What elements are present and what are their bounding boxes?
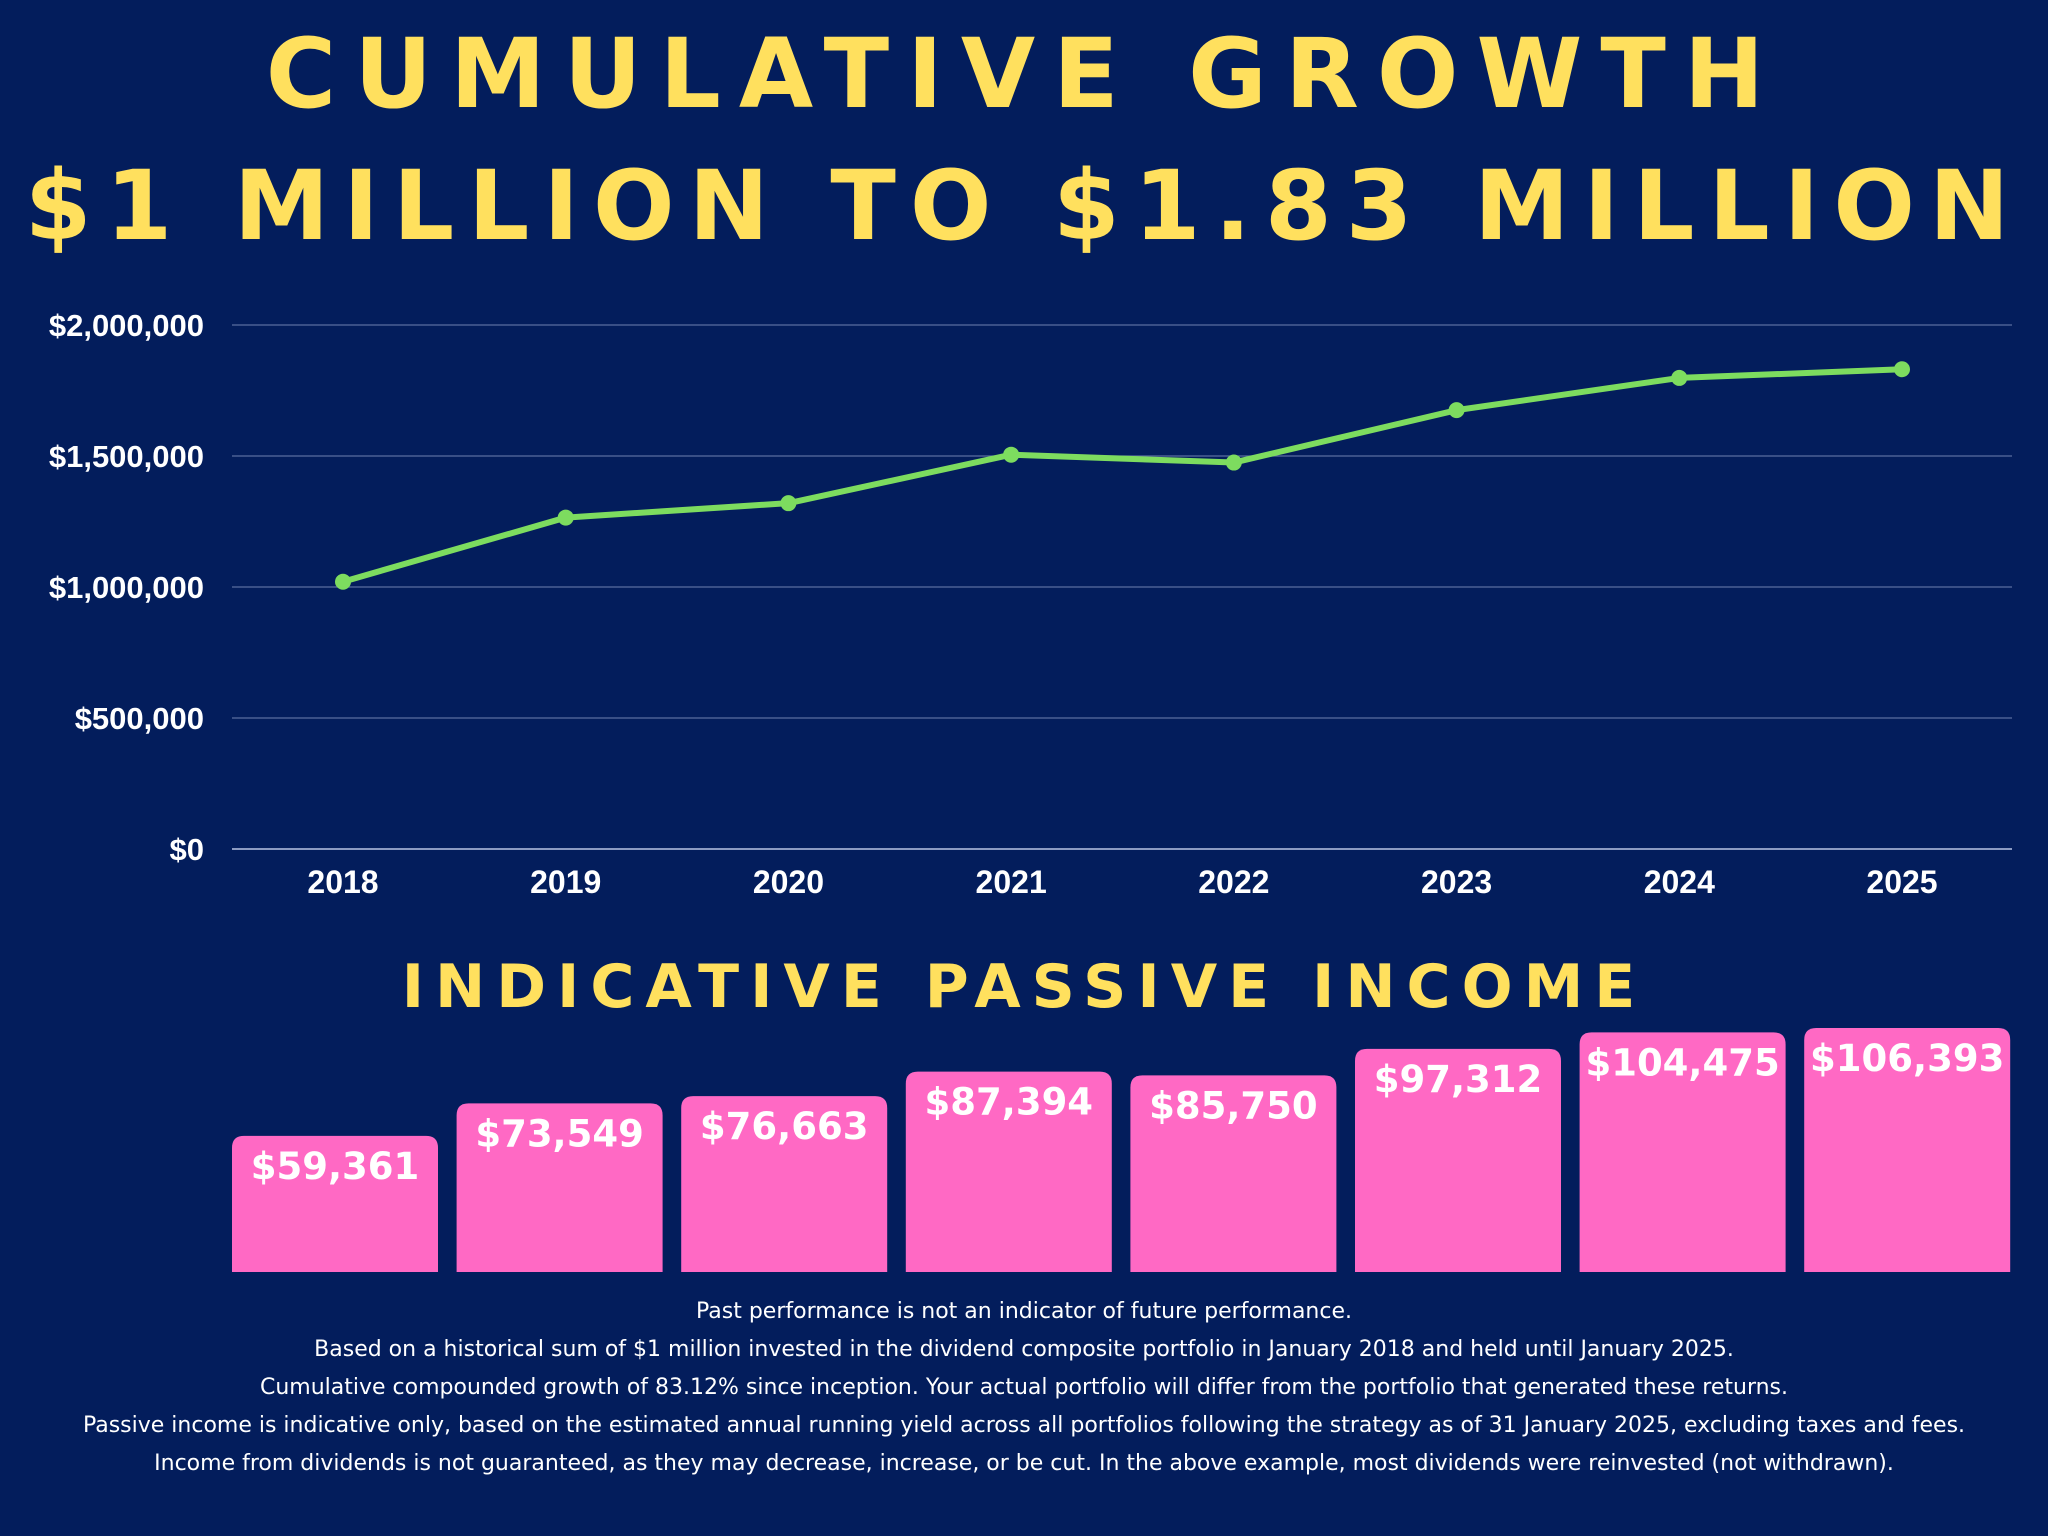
income-bar xyxy=(681,1096,888,1272)
chart-title-line-1: CUMULATIVE GROWTH xyxy=(265,18,1783,130)
data-point xyxy=(1003,446,1020,463)
income-bar xyxy=(1355,1048,1561,1272)
bar-value-label: $85,750 xyxy=(1149,1084,1318,1127)
x-tick-label: 2020 xyxy=(753,864,824,900)
x-tick-label: 2021 xyxy=(976,864,1047,900)
footnote-line: Income from dividends is not guaranteed,… xyxy=(154,1451,1894,1476)
income-bar xyxy=(1579,1032,1786,1272)
x-tick-label: 2018 xyxy=(307,864,378,900)
y-tick-label: $1,500,000 xyxy=(49,439,204,474)
income-bar xyxy=(1130,1075,1337,1272)
y-tick-label: $0 xyxy=(170,832,204,867)
bar-value-label: $97,312 xyxy=(1374,1058,1543,1101)
x-tick-label: 2024 xyxy=(1644,864,1715,900)
x-tick-label: 2025 xyxy=(1866,864,1937,900)
chart-title-line-2: $1 MILLION TO $1.83 MILLION xyxy=(24,150,2024,262)
footnote-line: Cumulative compounded growth of 83.12% s… xyxy=(259,1375,1789,1400)
data-point xyxy=(1671,369,1688,386)
footnote-line: Past performance is not an indicator of … xyxy=(695,1299,1352,1324)
footnote-line: Based on a historical sum of $1 million … xyxy=(314,1337,1734,1362)
data-point xyxy=(1448,402,1465,419)
bar-value-label: $106,393 xyxy=(1810,1037,2004,1080)
data-point xyxy=(1894,361,1910,378)
data-point xyxy=(335,573,351,590)
data-point xyxy=(1225,454,1242,471)
data-point xyxy=(557,509,574,526)
data-point xyxy=(780,495,797,512)
cumulative-growth-line-chart: $0 $500,000 $1,000,000 $1,500,000 $2,000,000… xyxy=(49,308,2012,900)
income-bar xyxy=(1804,1028,2011,1272)
bar-value-label: $59,361 xyxy=(251,1145,420,1188)
footnotes: Past performance is not an indicator of … xyxy=(0,1293,2048,1483)
x-tick-label: 2023 xyxy=(1421,864,1492,900)
income-heading: INDICATIVE PASSIVE INCOME xyxy=(401,952,1647,1022)
bar-value-label: $73,549 xyxy=(475,1112,644,1155)
x-tick-label: 2022 xyxy=(1198,864,1269,900)
income-bar xyxy=(905,1071,1112,1272)
footnote-line: Passive income is indicative only, based… xyxy=(82,1413,1966,1438)
income-bar xyxy=(456,1103,663,1272)
bar-value-label: $104,475 xyxy=(1585,1041,1779,1084)
y-tick-label: $500,000 xyxy=(75,701,204,736)
bar-value-label: $87,394 xyxy=(925,1081,1094,1124)
x-tick-label: 2019 xyxy=(530,864,601,900)
series-line xyxy=(340,366,1905,585)
y-tick-label: $1,000,000 xyxy=(49,570,204,605)
y-tick-label: $2,000,000 xyxy=(49,308,204,343)
income-bar xyxy=(232,1135,438,1272)
bar-value-label: $76,663 xyxy=(700,1105,869,1148)
